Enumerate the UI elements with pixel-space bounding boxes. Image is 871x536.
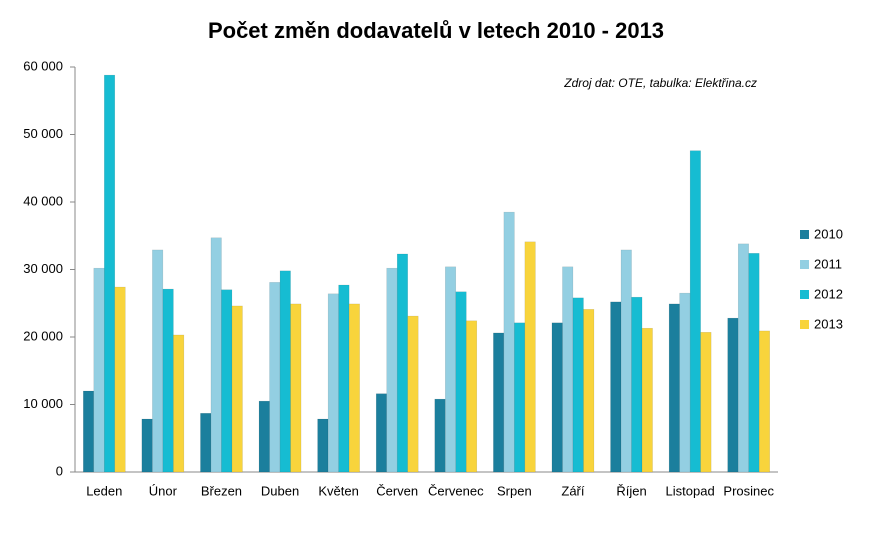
bar bbox=[162, 288, 174, 473]
bar bbox=[83, 390, 95, 473]
bar bbox=[679, 292, 691, 473]
bar bbox=[503, 211, 515, 473]
bar bbox=[290, 303, 302, 473]
bar bbox=[748, 253, 760, 473]
legend-label: 2012 bbox=[814, 286, 843, 301]
x-tick-label: Srpen bbox=[497, 483, 532, 498]
bar bbox=[524, 241, 536, 473]
legend-swatch bbox=[800, 290, 809, 299]
annotation: Zdroj dat: OTE, tabulka: Elektřina.cz bbox=[563, 76, 757, 90]
bar bbox=[327, 293, 339, 473]
bar bbox=[455, 291, 467, 473]
x-tick-label: Březen bbox=[201, 483, 242, 498]
y-tick-label: 30 000 bbox=[23, 261, 63, 276]
bar bbox=[200, 413, 212, 473]
bar bbox=[152, 249, 164, 473]
bar bbox=[551, 322, 563, 473]
legend-label: 2013 bbox=[814, 316, 843, 331]
y-tick-label: 20 000 bbox=[23, 328, 63, 343]
bar bbox=[269, 282, 281, 473]
bar bbox=[668, 303, 680, 473]
bar bbox=[737, 243, 749, 473]
legend-label: 2011 bbox=[814, 256, 842, 271]
y-tick-label: 10 000 bbox=[23, 396, 63, 411]
bar bbox=[173, 334, 185, 473]
bar bbox=[141, 418, 153, 473]
bar bbox=[514, 322, 526, 473]
bar bbox=[631, 296, 643, 473]
bar bbox=[620, 249, 632, 473]
y-tick-label: 40 000 bbox=[23, 193, 63, 208]
x-tick-label: Září bbox=[561, 483, 585, 498]
bar bbox=[279, 270, 291, 473]
x-tick-label: Prosinec bbox=[723, 483, 774, 498]
x-tick-label: Červenec bbox=[428, 483, 484, 498]
bar bbox=[434, 398, 446, 473]
bar bbox=[338, 284, 350, 473]
legend-swatch bbox=[800, 320, 809, 329]
y-tick-label: 60 000 bbox=[23, 58, 63, 73]
bar bbox=[386, 267, 398, 473]
y-tick-label: 0 bbox=[56, 463, 63, 478]
bar bbox=[114, 286, 126, 473]
chart-title: Počet změn dodavatelů v letech 2010 - 20… bbox=[208, 18, 664, 43]
x-tick-label: Červen bbox=[376, 483, 418, 498]
bar bbox=[210, 237, 222, 473]
bar bbox=[727, 317, 739, 473]
bar bbox=[493, 332, 505, 473]
bar bbox=[445, 266, 457, 473]
x-tick-label: Listopad bbox=[666, 483, 715, 498]
bar bbox=[758, 330, 770, 473]
legend-label: 2010 bbox=[814, 226, 843, 241]
bar bbox=[689, 150, 701, 473]
bar bbox=[93, 267, 105, 473]
bar bbox=[375, 393, 387, 473]
legend-swatch bbox=[800, 260, 809, 269]
bar bbox=[104, 74, 116, 473]
y-tick-label: 50 000 bbox=[23, 126, 63, 141]
bar bbox=[396, 253, 408, 473]
bar bbox=[700, 332, 712, 473]
bar bbox=[348, 303, 360, 473]
bar bbox=[317, 418, 329, 473]
x-tick-label: Květen bbox=[318, 483, 358, 498]
bar bbox=[641, 327, 653, 473]
x-tick-label: Duben bbox=[261, 483, 299, 498]
bar bbox=[231, 305, 243, 473]
bar bbox=[610, 301, 622, 473]
bar bbox=[572, 297, 584, 473]
legend-swatch bbox=[800, 230, 809, 239]
bar bbox=[466, 320, 478, 473]
bar bbox=[221, 289, 233, 473]
bar bbox=[562, 266, 574, 473]
x-tick-label: Únor bbox=[149, 483, 178, 498]
x-tick-label: Leden bbox=[86, 483, 122, 498]
bar bbox=[583, 309, 595, 473]
bar bbox=[407, 315, 419, 473]
x-tick-label: Říjen bbox=[616, 483, 646, 498]
bar bbox=[258, 400, 270, 473]
